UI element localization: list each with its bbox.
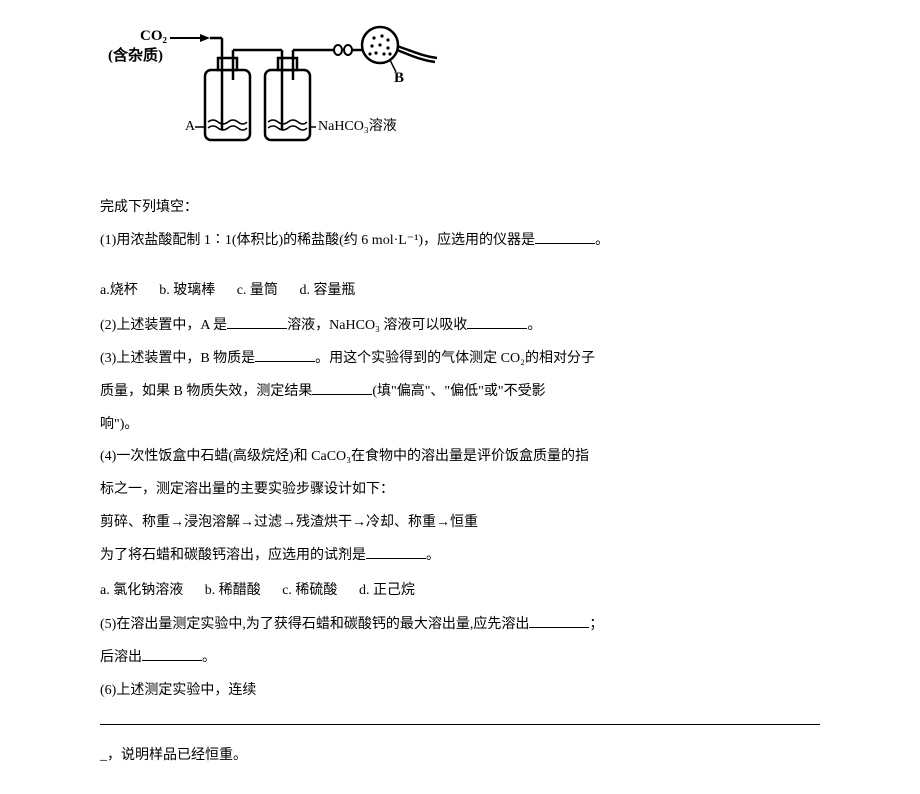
q4-line1: (4)一次性饭盒中石蜡(高级烷烃)和 CaCO₃在食物中的溶出量是评价饭盒质量的… [100,442,820,473]
impurity-text: (含杂质) [108,46,163,64]
q4-line3: 剪碎、称重→浸泡溶解→过滤→残渣烘干→冷却、称重→恒重 [100,508,820,539]
blank-q5a [529,613,589,628]
apparatus-diagram: CO₂ (含杂质) A NaHCO₃溶液 [100,20,820,183]
blank-q3a [255,347,315,362]
q4-line4: 为了将石蜡和碳酸钙溶出，应选用的试剂是。 [100,541,820,572]
label-a-text: A [185,119,196,134]
q2-text: (2)上述装置中，A 是溶液，NaHCO₃ 溶液可以吸收。 [100,311,820,342]
q3-line1: (3)上述装置中，B 物质是。用这个实验得到的气体测定 CO₂的相对分子 [100,344,820,375]
intro-text: 完成下列填空： [100,193,820,224]
co2-text: CO₂ [140,28,168,44]
blank-q6-line [100,723,820,725]
label-b-text: B [394,70,404,86]
q3-line3: 响")。 [100,410,820,441]
blank-q4 [366,544,426,559]
q5-line1: (5)在溶出量测定实验中,为了获得石蜡和碳酸钙的最大溶出量,应先溶出； [100,610,820,641]
bottle-a [205,38,270,140]
q1-options: a.烧杯 b. 玻璃棒 c. 量筒 d. 容量瓶 [100,276,820,307]
blank-q1 [535,229,595,244]
q5-line2: 后溶出。 [100,643,820,674]
q6-line2: _，说明样品已经恒重。 [100,741,820,772]
blank-q5b [142,646,202,661]
q6-line1: (6)上述测定实验中，连续 [100,676,820,707]
nahco3-text: NaHCO₃溶液 [318,118,397,134]
blank-q2b [467,314,527,329]
blank-q3b [312,380,372,395]
blank-q2a [227,314,287,329]
q4-line2: 标之一，测定溶出量的主要实验步骤设计如下： [100,475,820,506]
drying-tube-b [334,27,437,63]
q1-text: (1)用浓盐酸配制 1∶1(体积比)的稀盐酸(约 6 mol·L⁻¹)，应选用的… [100,226,820,257]
q4-options: a. 氯化钠溶液 b. 稀醋酸 c. 稀硫酸 d. 正己烷 [100,576,820,607]
q3-line2: 质量，如果 B 物质失效，测定结果(填"偏高"、"偏低"或"不受影 [100,377,820,408]
